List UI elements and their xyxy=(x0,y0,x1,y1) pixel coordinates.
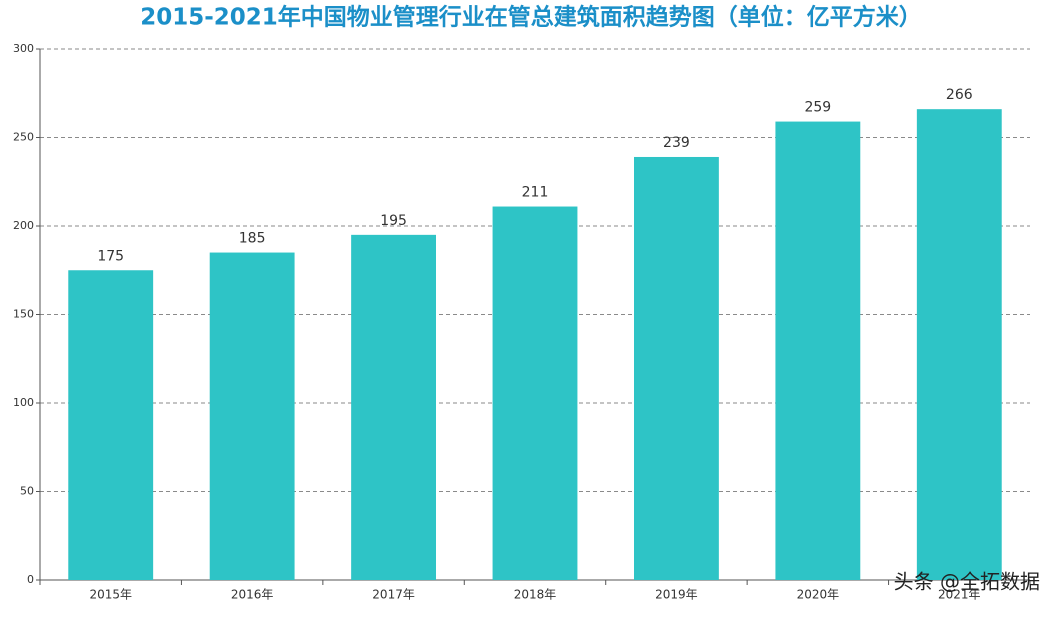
value-label: 195 xyxy=(380,213,407,229)
bar xyxy=(775,121,861,580)
x-tick-label: 2017年 xyxy=(372,588,415,602)
value-label: 239 xyxy=(663,135,690,151)
y-tick-label: 50 xyxy=(20,485,34,498)
value-label: 185 xyxy=(239,231,266,247)
y-tick-label: 100 xyxy=(13,396,34,409)
y-tick-label: 250 xyxy=(13,131,34,144)
bar xyxy=(492,206,578,580)
value-label: 259 xyxy=(804,100,831,116)
bar xyxy=(351,234,436,580)
x-tick-label: 2021年 xyxy=(938,588,981,602)
value-label: 175 xyxy=(97,248,124,264)
y-tick-label: 300 xyxy=(13,42,34,55)
chart-title: 2015-2021年中国物业管理行业在管总建筑面积趋势图（单位：亿平方米） xyxy=(140,4,922,31)
bar xyxy=(634,156,719,580)
bar xyxy=(209,252,295,581)
x-tick-label: 2019年 xyxy=(655,588,698,602)
bar xyxy=(916,109,1002,581)
y-tick-label: 200 xyxy=(13,219,34,232)
value-label: 211 xyxy=(522,185,549,201)
watermark: 头条 @全拓数据 xyxy=(894,570,1040,594)
bar xyxy=(68,270,154,580)
y-tick-label: 150 xyxy=(13,308,34,321)
x-tick-label: 2020年 xyxy=(797,588,840,602)
x-tick-label: 2016年 xyxy=(231,588,274,602)
value-label: 266 xyxy=(946,87,973,103)
x-tick-label: 2018年 xyxy=(514,588,557,602)
y-tick-label: 0 xyxy=(27,573,34,586)
x-tick-label: 2015年 xyxy=(89,588,132,602)
